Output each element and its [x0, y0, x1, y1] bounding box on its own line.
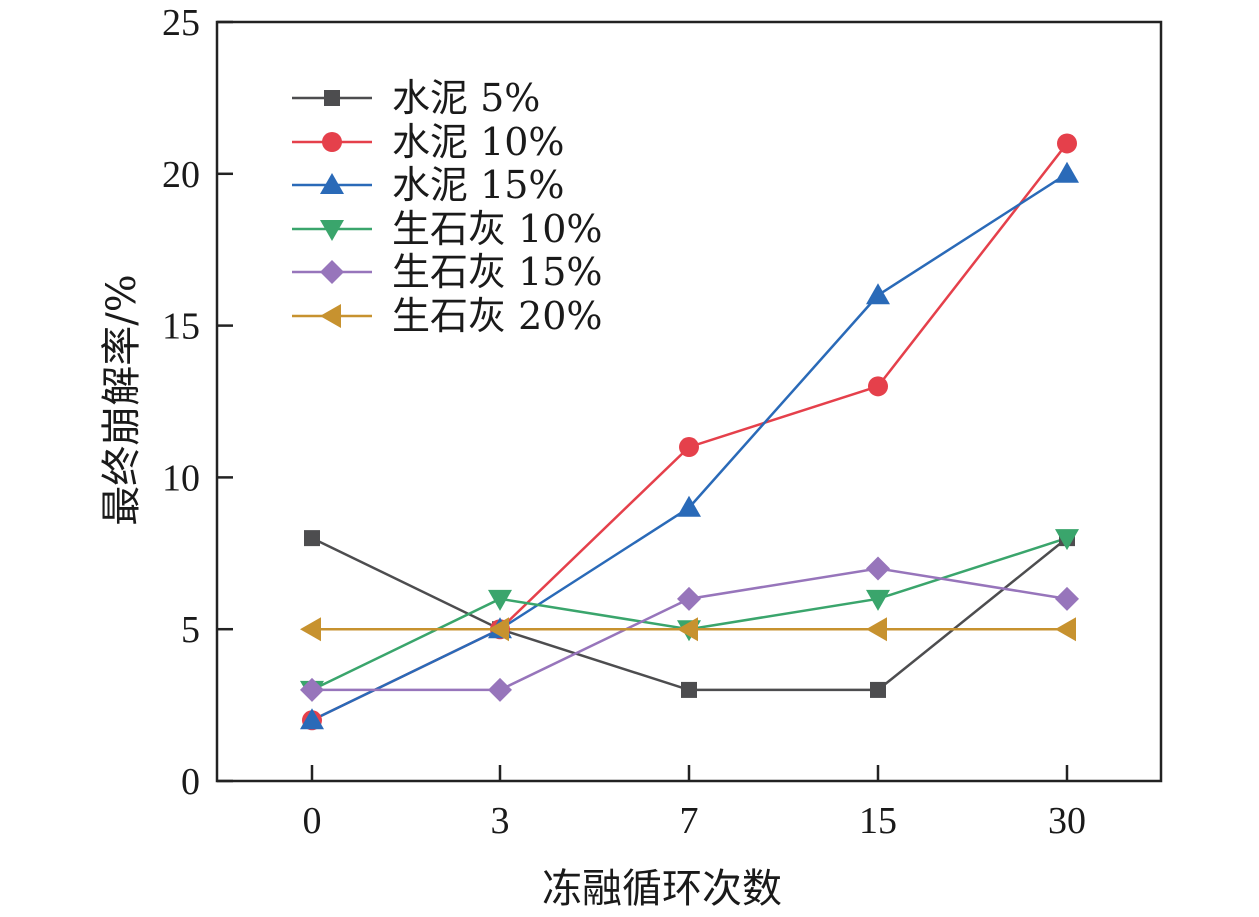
data-point-series-4: [1055, 529, 1079, 551]
data-point-series-1: [870, 681, 886, 698]
x-tick-label: 30: [1048, 800, 1086, 842]
series-line-4: [311, 536, 1068, 692]
x-tick-label: 0: [303, 800, 322, 842]
legend-item: 生石灰 20%: [292, 294, 603, 338]
legend-label: 水泥 10%: [392, 120, 565, 164]
data-point-series-4: [488, 589, 512, 611]
legend-label: 生石灰 10%: [392, 207, 603, 251]
x-tick-label: 7: [680, 800, 699, 842]
x-tick-label: 3: [491, 800, 510, 842]
data-point-series-3: [1055, 161, 1079, 183]
x-axis: 0 3 7 15 30: [303, 765, 1086, 842]
x-axis-title: 冻融循环次数: [542, 866, 782, 912]
y-tick-label: 15: [162, 306, 200, 348]
data-point-series-5: [488, 677, 512, 702]
series-line-1: [311, 536, 1068, 692]
legend-marker-icon: [322, 132, 342, 152]
legend-label: 水泥 5%: [392, 76, 540, 120]
legend-item: 生石灰 15%: [292, 250, 603, 294]
legend-label: 水泥 15%: [392, 163, 565, 207]
data-point-series-3: [300, 708, 324, 730]
data-point-series-5: [677, 586, 701, 611]
data-point-series-5: [1055, 586, 1079, 611]
y-tick-label: 5: [181, 609, 200, 651]
data-point-series-2: [1057, 133, 1077, 154]
y-tick-label: 25: [162, 2, 200, 44]
data-point-series-4: [866, 589, 890, 611]
y-tick-label: 0: [181, 761, 200, 803]
data-point-series-6: [300, 617, 321, 642]
data-point-series-5: [300, 677, 324, 702]
data-point-series-2: [679, 437, 699, 458]
legend: 水泥 5%水泥 10%水泥 15%生石灰 10%生石灰 15%生石灰 20%: [292, 76, 603, 338]
legend-item: 水泥 5%: [292, 76, 540, 120]
legend-marker-icon: [320, 304, 341, 328]
legend-label: 生石灰 20%: [392, 294, 603, 338]
y-tick-label: 10: [162, 457, 200, 499]
legend-item: 水泥 15%: [292, 163, 565, 207]
data-point-series-5: [866, 556, 890, 581]
y-axis-title: 最终崩解率/%: [99, 274, 145, 525]
data-point-series-2: [868, 376, 888, 397]
legend-marker-icon: [320, 173, 344, 194]
legend-marker-icon: [320, 260, 344, 284]
data-point-series-3: [866, 283, 890, 305]
legend-item: 水泥 10%: [292, 120, 565, 164]
data-point-series-3: [677, 495, 701, 517]
data-point-series-6: [488, 617, 509, 642]
legend-label: 生石灰 15%: [392, 250, 603, 294]
data-point-series-1: [681, 681, 697, 698]
legend-marker-icon: [324, 90, 340, 106]
y-axis: 0 5 10 15 20 25: [162, 2, 233, 803]
legend-item: 生石灰 10%: [292, 207, 603, 251]
data-point-series-6: [677, 617, 698, 642]
y-tick-label: 20: [162, 154, 200, 196]
series-markers: [300, 133, 1079, 731]
data-point-series-6: [866, 617, 887, 642]
data-point-series-1: [304, 530, 320, 547]
data-point-series-6: [1055, 617, 1076, 642]
x-tick-label: 15: [859, 800, 897, 842]
legend-marker-icon: [320, 220, 344, 241]
